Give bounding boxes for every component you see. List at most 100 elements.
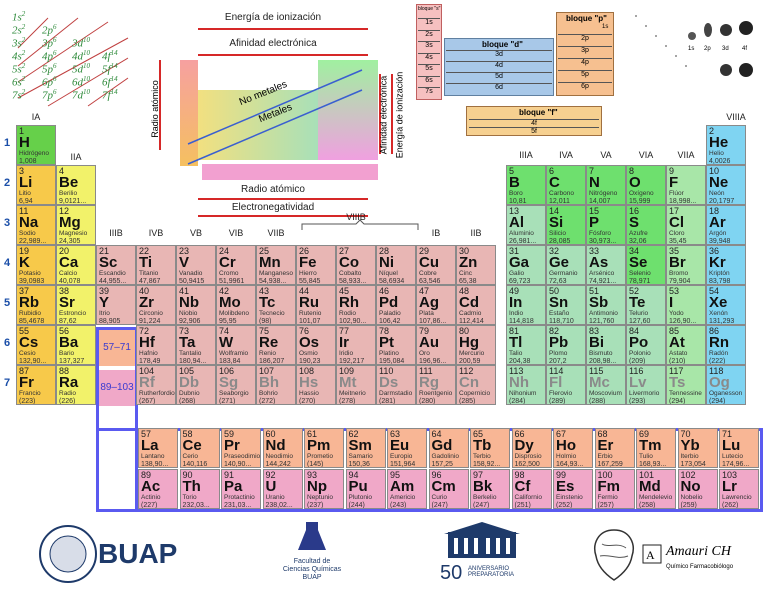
element-He: 2 He Helio 4,0026 bbox=[706, 125, 746, 165]
element-symbol: Nb bbox=[179, 294, 199, 311]
element-name: Cesio bbox=[19, 350, 36, 357]
element-symbol: Md bbox=[639, 478, 661, 495]
element-symbol: Kr bbox=[709, 254, 726, 271]
element-name: Bohrio bbox=[259, 390, 278, 397]
d-row-5d: 5d bbox=[446, 72, 552, 80]
element-name: Kriptón bbox=[709, 270, 730, 277]
atomic-mass: 39,948 bbox=[709, 238, 731, 245]
element-name: Francio bbox=[19, 390, 41, 397]
atomic-mass: 87,62 bbox=[59, 318, 77, 325]
atomic-number: 43 bbox=[259, 286, 270, 296]
group-IB: IB bbox=[431, 228, 441, 238]
element-name: Berkelio bbox=[473, 494, 497, 501]
atomic-mass: 238,02... bbox=[265, 502, 293, 509]
atomic-mass: 106,42 bbox=[379, 318, 401, 325]
element-symbol: Gd bbox=[431, 437, 453, 454]
element-symbol: K bbox=[19, 254, 30, 271]
atomic-number: 95 bbox=[390, 470, 401, 480]
element-name: Terbio bbox=[473, 453, 491, 460]
element-Be: 4 Be Berilio 9,0121... bbox=[56, 165, 96, 205]
group-VIIA: VIIA bbox=[677, 150, 695, 160]
element-S: 16 S Azufre 32,06 bbox=[626, 205, 666, 245]
element-name: Cadmio bbox=[459, 310, 482, 317]
element-Po: 84 Po Polonio (209) bbox=[626, 325, 666, 365]
element-name: Litio bbox=[19, 190, 31, 197]
atomic-number: 12 bbox=[59, 206, 70, 216]
element-Pm: 61 Pm Prometio (145) bbox=[304, 428, 344, 468]
element-Ag: 47 Ag Plata 107,86... bbox=[416, 285, 456, 325]
atomic-number: 60 bbox=[265, 429, 276, 439]
element-symbol: Tb bbox=[473, 437, 492, 454]
element-Np: 93 Np Neptunio (237) bbox=[304, 469, 344, 509]
atomic-mass: 195,084 bbox=[379, 358, 405, 365]
element-name: Lantano bbox=[141, 453, 165, 460]
element-symbol: Hg bbox=[459, 334, 479, 351]
element-symbol: Ho bbox=[556, 437, 576, 454]
element-symbol: W bbox=[219, 334, 234, 351]
element-name: Flerovio bbox=[549, 390, 573, 397]
atomic-mass: 150,36 bbox=[348, 461, 370, 468]
p-row-4p: 4p bbox=[558, 58, 612, 66]
atomic-mass: (284) bbox=[509, 398, 526, 405]
aniversario-text: ANIVERSARIO PREPARATORIA bbox=[468, 566, 515, 578]
element-name: Potasio bbox=[19, 270, 41, 277]
buap-logo: BUAP bbox=[38, 522, 198, 586]
element-symbol: Yb bbox=[680, 437, 700, 454]
p-row-6p: 6p bbox=[558, 82, 612, 90]
atomic-number: 94 bbox=[348, 470, 359, 480]
element-name: Titanio bbox=[139, 270, 159, 277]
atomic-number: 11 bbox=[19, 206, 29, 216]
element-Sg: 106 Sg Seaborgio (271) bbox=[216, 365, 256, 405]
element-name: Cloro bbox=[669, 230, 685, 237]
config-6s: 6s2 bbox=[12, 75, 26, 89]
element-name: Silicio bbox=[549, 230, 566, 237]
buap-wordmark: BUAP bbox=[98, 538, 178, 569]
element-Pb: 82 Pb Plomo 207,2 bbox=[546, 325, 586, 365]
element-name: Niobio bbox=[179, 310, 198, 317]
atomic-mass: 20,1797 bbox=[709, 198, 735, 205]
atomic-number: 46 bbox=[379, 286, 390, 296]
element-name: Carbono bbox=[549, 190, 574, 197]
element-Tl: 81 Tl Talio 204,38 bbox=[506, 325, 546, 365]
atomic-mass: 40,078 bbox=[59, 278, 81, 285]
atomic-number: 7 bbox=[589, 166, 595, 176]
atomic-mass: (280) bbox=[419, 398, 436, 405]
atomic-number: 89 bbox=[141, 470, 152, 480]
element-symbol: Bh bbox=[259, 374, 279, 391]
atomic-number: 29 bbox=[419, 246, 430, 256]
group-VIIB: VIIB bbox=[267, 228, 285, 238]
atomic-mass: 232,03... bbox=[182, 502, 210, 509]
element-Nd: 60 Nd Neodimio 144,242 bbox=[262, 428, 303, 468]
element-symbol: Cu bbox=[419, 254, 439, 271]
element-name: Praseodimio bbox=[224, 453, 261, 460]
atomic-number: 118 bbox=[709, 366, 724, 376]
element-Ti: 22 Ti Titanio 47,867 bbox=[136, 245, 176, 285]
element-Re: 75 Re Renio 186,207 bbox=[256, 325, 296, 365]
element-Tm: 69 Tm Tulio 168,93... bbox=[636, 428, 676, 468]
element-symbol: Sg bbox=[219, 374, 239, 391]
element-name: Lutecio bbox=[722, 453, 743, 460]
element-name: Azufre bbox=[629, 230, 648, 237]
atomic-mass: 180,94... bbox=[179, 358, 207, 365]
d-block bbox=[444, 38, 554, 96]
atomic-number: 97 bbox=[473, 470, 484, 480]
element-Cn: 112 Cn Copernicio (285) bbox=[456, 365, 496, 405]
atomic-mass: 204,38 bbox=[509, 358, 531, 365]
element-symbol: Ni bbox=[379, 254, 394, 271]
element-symbol: U bbox=[265, 478, 277, 495]
element-name: Nihonium bbox=[509, 390, 537, 397]
period-label-5: 5 bbox=[4, 297, 11, 309]
atomic-number: 48 bbox=[459, 286, 470, 296]
element-symbol: Bk bbox=[473, 478, 493, 495]
element-name: Polonio bbox=[629, 350, 651, 357]
orbital-icons bbox=[635, 15, 753, 77]
element-Sb: 51 Sb Antimonio 121,760 bbox=[586, 285, 626, 325]
atomic-mass: 132,90... bbox=[19, 358, 47, 365]
element-name: Neptunio bbox=[307, 494, 334, 501]
author-logo: A Amauri CH Químico Farmacobiólogo bbox=[588, 520, 758, 590]
f-block: bloque "f" 4f 5f bbox=[466, 106, 602, 136]
element-Nh: 113 Nh Nihonium (284) bbox=[506, 365, 546, 405]
orbital-label-3d: 3d bbox=[722, 46, 729, 52]
element-Fe: 26 Fe Hierro 55,845 bbox=[296, 245, 336, 285]
atomic-number: 107 bbox=[259, 366, 275, 376]
